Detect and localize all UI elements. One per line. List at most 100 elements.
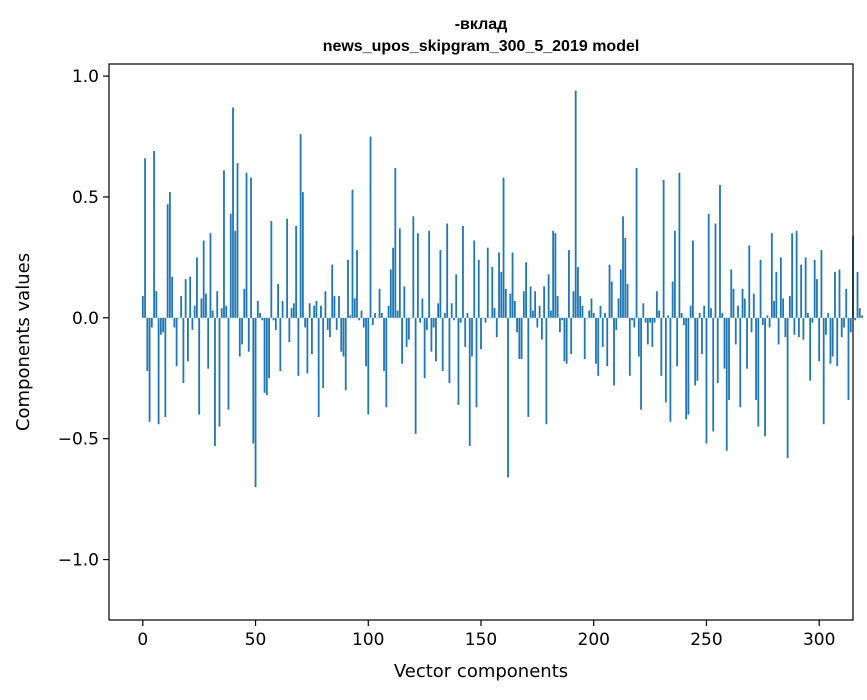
bar-91 <box>347 259 349 318</box>
bar-59 <box>274 317 277 330</box>
bar-147 <box>473 240 476 318</box>
bar-162 <box>507 317 509 478</box>
bar-160 <box>502 177 505 318</box>
bar-310 <box>840 317 843 338</box>
bar-157 <box>495 317 498 338</box>
bar-128 <box>430 317 433 352</box>
bar-68 <box>295 225 298 318</box>
bar-203 <box>599 305 602 318</box>
bar-96 <box>358 317 361 321</box>
bar-135 <box>446 223 449 318</box>
bar-173 <box>531 310 534 318</box>
bar-3 <box>148 317 151 422</box>
bar-211 <box>617 298 620 318</box>
bar-106 <box>380 312 383 318</box>
bar-318 <box>858 308 861 318</box>
y-tick-label: 0.5 <box>72 188 99 208</box>
bar-260 <box>728 317 730 401</box>
bar-178 <box>543 286 546 318</box>
bar-129 <box>432 317 435 328</box>
bar-304 <box>827 312 830 318</box>
bar-0 <box>141 296 144 318</box>
bar-51 <box>256 300 259 318</box>
y-tick-label: −0.5 <box>58 430 99 450</box>
bar-67 <box>292 303 295 318</box>
bar-140 <box>457 317 460 405</box>
bar-220 <box>637 317 640 357</box>
bar-63 <box>283 317 286 319</box>
bar-308 <box>836 317 839 367</box>
x-axis-label: Vector components <box>394 661 568 682</box>
bar-110 <box>389 269 392 318</box>
bar-17 <box>180 296 183 318</box>
bar-66 <box>290 308 293 318</box>
bar-138 <box>453 317 455 321</box>
bar-184 <box>556 296 559 318</box>
bar-132 <box>439 250 442 318</box>
bar-81 <box>324 291 327 318</box>
bar-247 <box>698 312 701 318</box>
bar-19 <box>184 279 187 318</box>
bar-100 <box>367 317 370 415</box>
bar-176 <box>538 305 541 318</box>
bar-212 <box>619 269 622 318</box>
bar-314 <box>849 317 852 333</box>
bar-235 <box>671 281 674 318</box>
bar-280 <box>773 300 775 318</box>
bar-27 <box>202 240 205 318</box>
bar-222 <box>642 303 645 318</box>
bar-296 <box>809 317 812 381</box>
bar-130 <box>435 317 437 362</box>
bar-274 <box>759 259 762 318</box>
bar-112 <box>394 167 397 318</box>
bar-165 <box>513 300 516 318</box>
bar-273 <box>757 317 760 427</box>
bar-213 <box>622 216 624 318</box>
bar-69 <box>297 317 300 376</box>
bar-123 <box>419 317 422 323</box>
bar-264 <box>737 305 739 318</box>
bar-242 <box>687 317 690 415</box>
bar-183 <box>554 233 557 318</box>
bar-7 <box>157 317 160 425</box>
bar-270 <box>750 317 753 333</box>
bar-200 <box>592 312 595 318</box>
bar-103 <box>374 312 376 318</box>
bar-298 <box>813 259 816 318</box>
bar-309 <box>838 269 841 318</box>
bar-268 <box>746 317 748 369</box>
bar-98 <box>362 317 365 328</box>
x-tick-label: 50 <box>245 630 267 650</box>
bar-1 <box>144 158 146 318</box>
bar-305 <box>829 317 832 364</box>
bar-10 <box>164 317 167 417</box>
bar-279 <box>770 233 773 318</box>
bar-227 <box>653 317 656 323</box>
bar-230 <box>660 317 663 376</box>
x-axis: 0 50 100 150 200 250 300 <box>137 620 835 650</box>
bar-301 <box>820 250 823 318</box>
bar-133 <box>441 317 444 372</box>
bar-146 <box>471 317 473 357</box>
bar-115 <box>401 317 403 364</box>
bar-23 <box>193 305 196 318</box>
bar-246 <box>696 317 699 381</box>
bar-43 <box>238 317 241 357</box>
bar-254 <box>714 223 717 318</box>
bar-282 <box>777 317 780 345</box>
bar-251 <box>707 213 710 318</box>
y-tick-label: 0.0 <box>72 309 99 329</box>
bar-205 <box>604 312 606 318</box>
bar-22 <box>191 317 194 330</box>
bar-182 <box>552 230 555 318</box>
bar-187 <box>563 317 566 362</box>
bar-151 <box>482 317 485 319</box>
bar-158 <box>498 252 500 318</box>
x-tick-label: 0 <box>137 630 148 650</box>
bar-233 <box>667 315 670 318</box>
bar-263 <box>734 317 737 345</box>
bar-295 <box>807 312 809 318</box>
bar-32 <box>214 317 216 446</box>
bar-5 <box>153 151 155 318</box>
